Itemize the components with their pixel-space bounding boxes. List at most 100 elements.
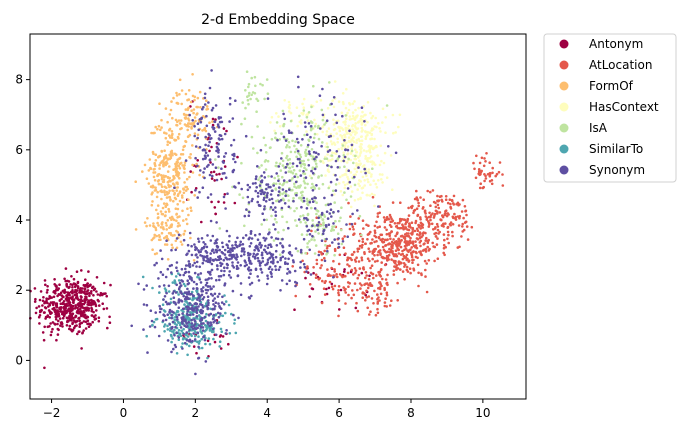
data-point — [211, 163, 215, 166]
data-point — [407, 232, 410, 235]
data-point — [188, 340, 192, 343]
data-point — [436, 225, 440, 228]
data-point — [330, 154, 334, 157]
data-point — [388, 242, 391, 245]
data-point — [349, 133, 353, 137]
data-point — [195, 287, 199, 290]
data-point — [186, 207, 189, 210]
data-point — [359, 170, 363, 174]
data-point — [428, 247, 431, 251]
data-point — [187, 125, 190, 128]
data-point — [200, 346, 204, 350]
data-point — [208, 149, 211, 153]
data-point — [198, 90, 202, 94]
data-point — [167, 207, 170, 211]
data-point — [64, 267, 68, 270]
data-point — [281, 175, 284, 179]
data-point — [394, 234, 397, 238]
data-point — [177, 328, 181, 332]
data-point — [332, 210, 335, 214]
data-point — [200, 337, 203, 341]
x-tick-label: 8 — [407, 406, 415, 420]
data-point — [281, 109, 285, 113]
data-point — [94, 304, 98, 308]
data-point — [180, 279, 183, 282]
data-point — [346, 127, 350, 130]
data-point — [320, 144, 323, 148]
data-point — [360, 106, 364, 109]
data-point — [277, 231, 280, 234]
data-point — [199, 169, 202, 172]
data-point — [72, 277, 76, 281]
data-point — [329, 274, 332, 277]
data-point — [320, 258, 324, 262]
data-point — [191, 327, 195, 330]
data-point — [315, 155, 318, 159]
data-point — [178, 333, 181, 336]
data-point — [381, 107, 385, 111]
data-point — [57, 287, 60, 290]
data-point — [254, 268, 258, 272]
data-point — [407, 206, 410, 210]
data-point — [184, 116, 187, 119]
data-point — [66, 319, 69, 323]
data-point — [326, 145, 329, 149]
data-point — [302, 196, 306, 200]
data-point — [389, 220, 393, 224]
data-point — [240, 161, 243, 165]
data-point — [275, 172, 279, 175]
data-point — [365, 130, 369, 134]
data-point — [239, 293, 243, 297]
data-point — [315, 212, 318, 216]
data-point — [248, 283, 252, 286]
data-point — [276, 237, 280, 241]
data-point — [305, 217, 308, 220]
data-point — [376, 212, 380, 215]
data-point — [303, 172, 307, 176]
data-point — [204, 129, 208, 133]
data-point — [444, 198, 448, 201]
data-point — [313, 157, 316, 161]
data-point — [246, 98, 250, 102]
data-point — [274, 164, 278, 168]
data-point — [188, 175, 191, 179]
data-point — [84, 320, 88, 324]
x-tick-label: 2 — [192, 406, 200, 420]
data-point — [228, 270, 231, 273]
data-point — [326, 153, 329, 156]
data-point — [61, 302, 64, 306]
data-point — [256, 252, 259, 256]
data-point — [374, 182, 378, 186]
data-point — [176, 102, 180, 105]
data-point — [262, 236, 266, 240]
data-point — [339, 126, 342, 129]
data-point — [173, 333, 176, 337]
data-point — [196, 112, 199, 115]
data-point — [59, 302, 63, 306]
data-point — [332, 275, 335, 279]
data-point — [49, 312, 52, 316]
data-point — [218, 340, 222, 344]
data-point — [201, 303, 204, 307]
data-point — [190, 279, 194, 282]
data-point — [184, 264, 188, 267]
data-point — [323, 256, 326, 260]
data-point — [75, 270, 79, 274]
data-point — [190, 127, 193, 130]
data-point — [211, 125, 214, 129]
data-point — [399, 268, 402, 271]
data-point — [322, 287, 326, 291]
data-point — [306, 182, 309, 186]
data-point — [159, 270, 163, 274]
data-point — [308, 233, 312, 236]
data-point — [166, 143, 169, 146]
data-point — [371, 167, 374, 170]
data-point — [391, 201, 395, 204]
data-point — [258, 262, 262, 265]
data-point — [181, 312, 184, 315]
data-point — [72, 316, 75, 320]
data-point — [249, 232, 253, 235]
data-point — [326, 150, 330, 153]
data-point — [205, 114, 208, 118]
data-point — [213, 292, 217, 296]
